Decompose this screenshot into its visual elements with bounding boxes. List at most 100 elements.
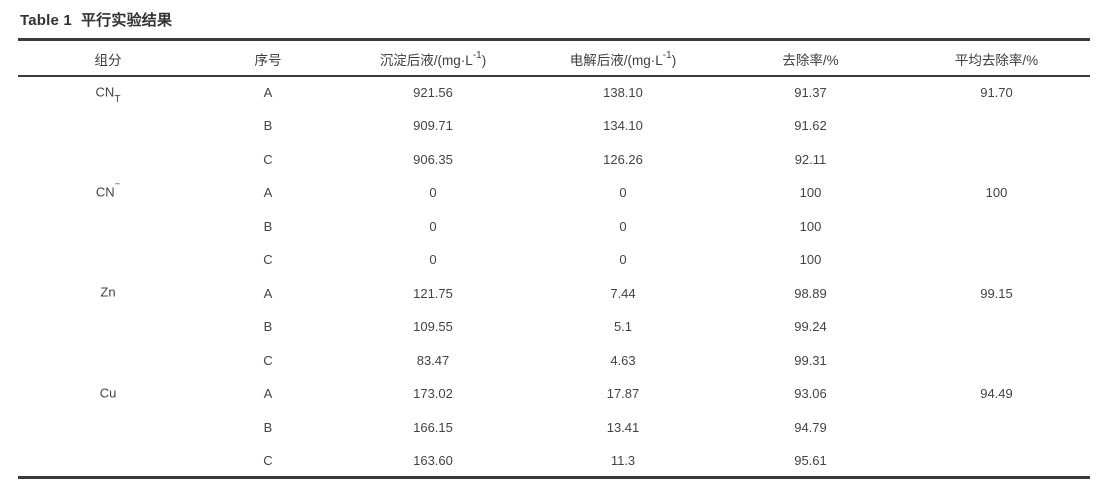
col-header-electrolyzed-close: ) <box>671 52 677 68</box>
cell-serial: C <box>263 151 273 167</box>
component-superscript: − <box>114 178 121 190</box>
cell-electrolyzed: 5.1 <box>613 319 633 335</box>
table-row: C 163.60 11.3 95.61 <box>18 444 1090 478</box>
cell-removal: 93.06 <box>794 386 827 402</box>
cell-electrolyzed: 0 <box>619 252 627 268</box>
cell-electrolyzed: 0 <box>619 218 627 234</box>
cell-removal: 91.37 <box>794 85 827 101</box>
cell-removal: 92.11 <box>794 151 827 167</box>
cell-precipitated: 173.02 <box>413 386 453 402</box>
cell-component <box>18 143 198 177</box>
cell-electrolyzed: 134.10 <box>603 118 643 134</box>
cell-avg-removal <box>903 109 1090 143</box>
cell-removal: 100 <box>799 185 822 201</box>
cell-avg-removal: 91.70 <box>980 85 1013 101</box>
cell-serial: C <box>263 252 273 268</box>
cell-component: Cu <box>18 377 198 411</box>
cell-component <box>18 109 198 143</box>
cell-serial: C <box>263 452 273 468</box>
col-header-precipitated-text: 沉淀后液/(mg·L <box>379 52 473 68</box>
col-header-precipitated-close: ) <box>481 52 487 68</box>
cell-removal: 100 <box>799 218 822 234</box>
cell-electrolyzed: 13.41 <box>606 419 640 435</box>
cell-component <box>18 310 198 344</box>
cell-component: CNT <box>18 76 198 110</box>
cell-precipitated: 0 <box>429 185 437 201</box>
cell-avg-removal: 100 <box>985 185 1008 201</box>
cell-avg-removal <box>903 444 1090 478</box>
results-table: 组分 序号 沉淀后液/(mg·L-1) 电解后液/(mg·L-1) 去除率/% … <box>18 38 1090 479</box>
cell-serial: A <box>263 185 273 201</box>
cell-serial: B <box>263 419 273 435</box>
table-row: B 109.55 5.1 99.24 <box>18 310 1090 344</box>
cell-serial: B <box>263 118 273 134</box>
cell-serial: A <box>263 85 273 101</box>
cell-serial: A <box>263 285 273 301</box>
component-label: CN <box>95 184 115 200</box>
component-subscript: T <box>114 93 121 105</box>
cell-serial: C <box>263 352 273 368</box>
cell-electrolyzed: 138.10 <box>603 85 643 101</box>
col-header-precipitated: 沉淀后液/(mg·L-1) <box>338 39 528 77</box>
table-title-number: Table 1 <box>20 12 72 29</box>
cell-avg-removal <box>903 411 1090 445</box>
cell-component <box>18 344 198 378</box>
cell-avg-removal <box>903 143 1090 177</box>
cell-precipitated: 909.71 <box>413 118 453 134</box>
col-header-removal: 去除率/% <box>718 39 903 77</box>
table-row: CNT A 921.56 138.10 91.37 91.70 <box>18 76 1090 110</box>
cell-serial: B <box>263 319 273 335</box>
table-row: B 166.15 13.41 94.79 <box>18 411 1090 445</box>
table-row: C 83.47 4.63 99.31 <box>18 344 1090 378</box>
cell-serial: A <box>263 386 273 402</box>
cell-component <box>18 444 198 478</box>
header-row: 组分 序号 沉淀后液/(mg·L-1) 电解后液/(mg·L-1) 去除率/% … <box>18 39 1090 77</box>
cell-precipitated: 163.60 <box>413 452 453 468</box>
table-row: Cu A 173.02 17.87 93.06 94.49 <box>18 377 1090 411</box>
cell-precipitated: 166.15 <box>413 419 453 435</box>
cell-precipitated: 0 <box>429 252 437 268</box>
cell-precipitated: 0 <box>429 218 437 234</box>
table-row: CN− A 0 0 100 100 <box>18 176 1090 210</box>
cell-component: CN− <box>18 176 198 210</box>
cell-precipitated: 121.75 <box>413 285 453 301</box>
col-header-precipitated-superscript: -1 <box>472 50 482 62</box>
cell-removal: 99.24 <box>794 319 827 335</box>
cell-removal: 99.31 <box>794 352 827 368</box>
table-row: Zn A 121.75 7.44 98.89 99.15 <box>18 277 1090 311</box>
col-header-electrolyzed-superscript: -1 <box>662 50 672 62</box>
table-row: B 0 0 100 <box>18 210 1090 244</box>
component-label: CN <box>95 84 115 100</box>
cell-removal: 91.62 <box>794 118 827 134</box>
table-row: B 909.71 134.10 91.62 <box>18 109 1090 143</box>
table-title-text: 平行实验结果 <box>80 12 173 29</box>
table-row: C 906.35 126.26 92.11 <box>18 143 1090 177</box>
cell-avg-removal: 94.49 <box>980 386 1013 402</box>
cell-serial: B <box>263 218 273 234</box>
cell-removal: 94.79 <box>794 419 827 435</box>
cell-precipitated: 921.56 <box>413 85 453 101</box>
col-header-component: 组分 <box>18 39 198 77</box>
col-header-electrolyzed-text: 电解后液/(mg·L <box>569 52 663 68</box>
cell-component: Zn <box>18 277 198 311</box>
cell-avg-removal <box>903 344 1090 378</box>
cell-avg-removal <box>903 310 1090 344</box>
col-header-avg-removal: 平均去除率/% <box>903 39 1090 77</box>
cell-electrolyzed: 17.87 <box>606 386 640 402</box>
cell-component <box>18 243 198 277</box>
cell-precipitated: 906.35 <box>413 151 453 167</box>
cell-avg-removal <box>903 243 1090 277</box>
cell-precipitated: 83.47 <box>416 352 450 368</box>
cell-electrolyzed: 7.44 <box>610 285 636 301</box>
component-label: Cu <box>99 385 117 401</box>
cell-electrolyzed: 126.26 <box>603 151 643 167</box>
col-header-serial: 序号 <box>198 39 338 77</box>
cell-component <box>18 411 198 445</box>
cell-electrolyzed: 0 <box>619 185 627 201</box>
cell-component <box>18 210 198 244</box>
table-row: C 0 0 100 <box>18 243 1090 277</box>
component-label: Zn <box>100 284 116 300</box>
cell-removal: 98.89 <box>794 285 827 301</box>
cell-avg-removal: 99.15 <box>980 285 1013 301</box>
